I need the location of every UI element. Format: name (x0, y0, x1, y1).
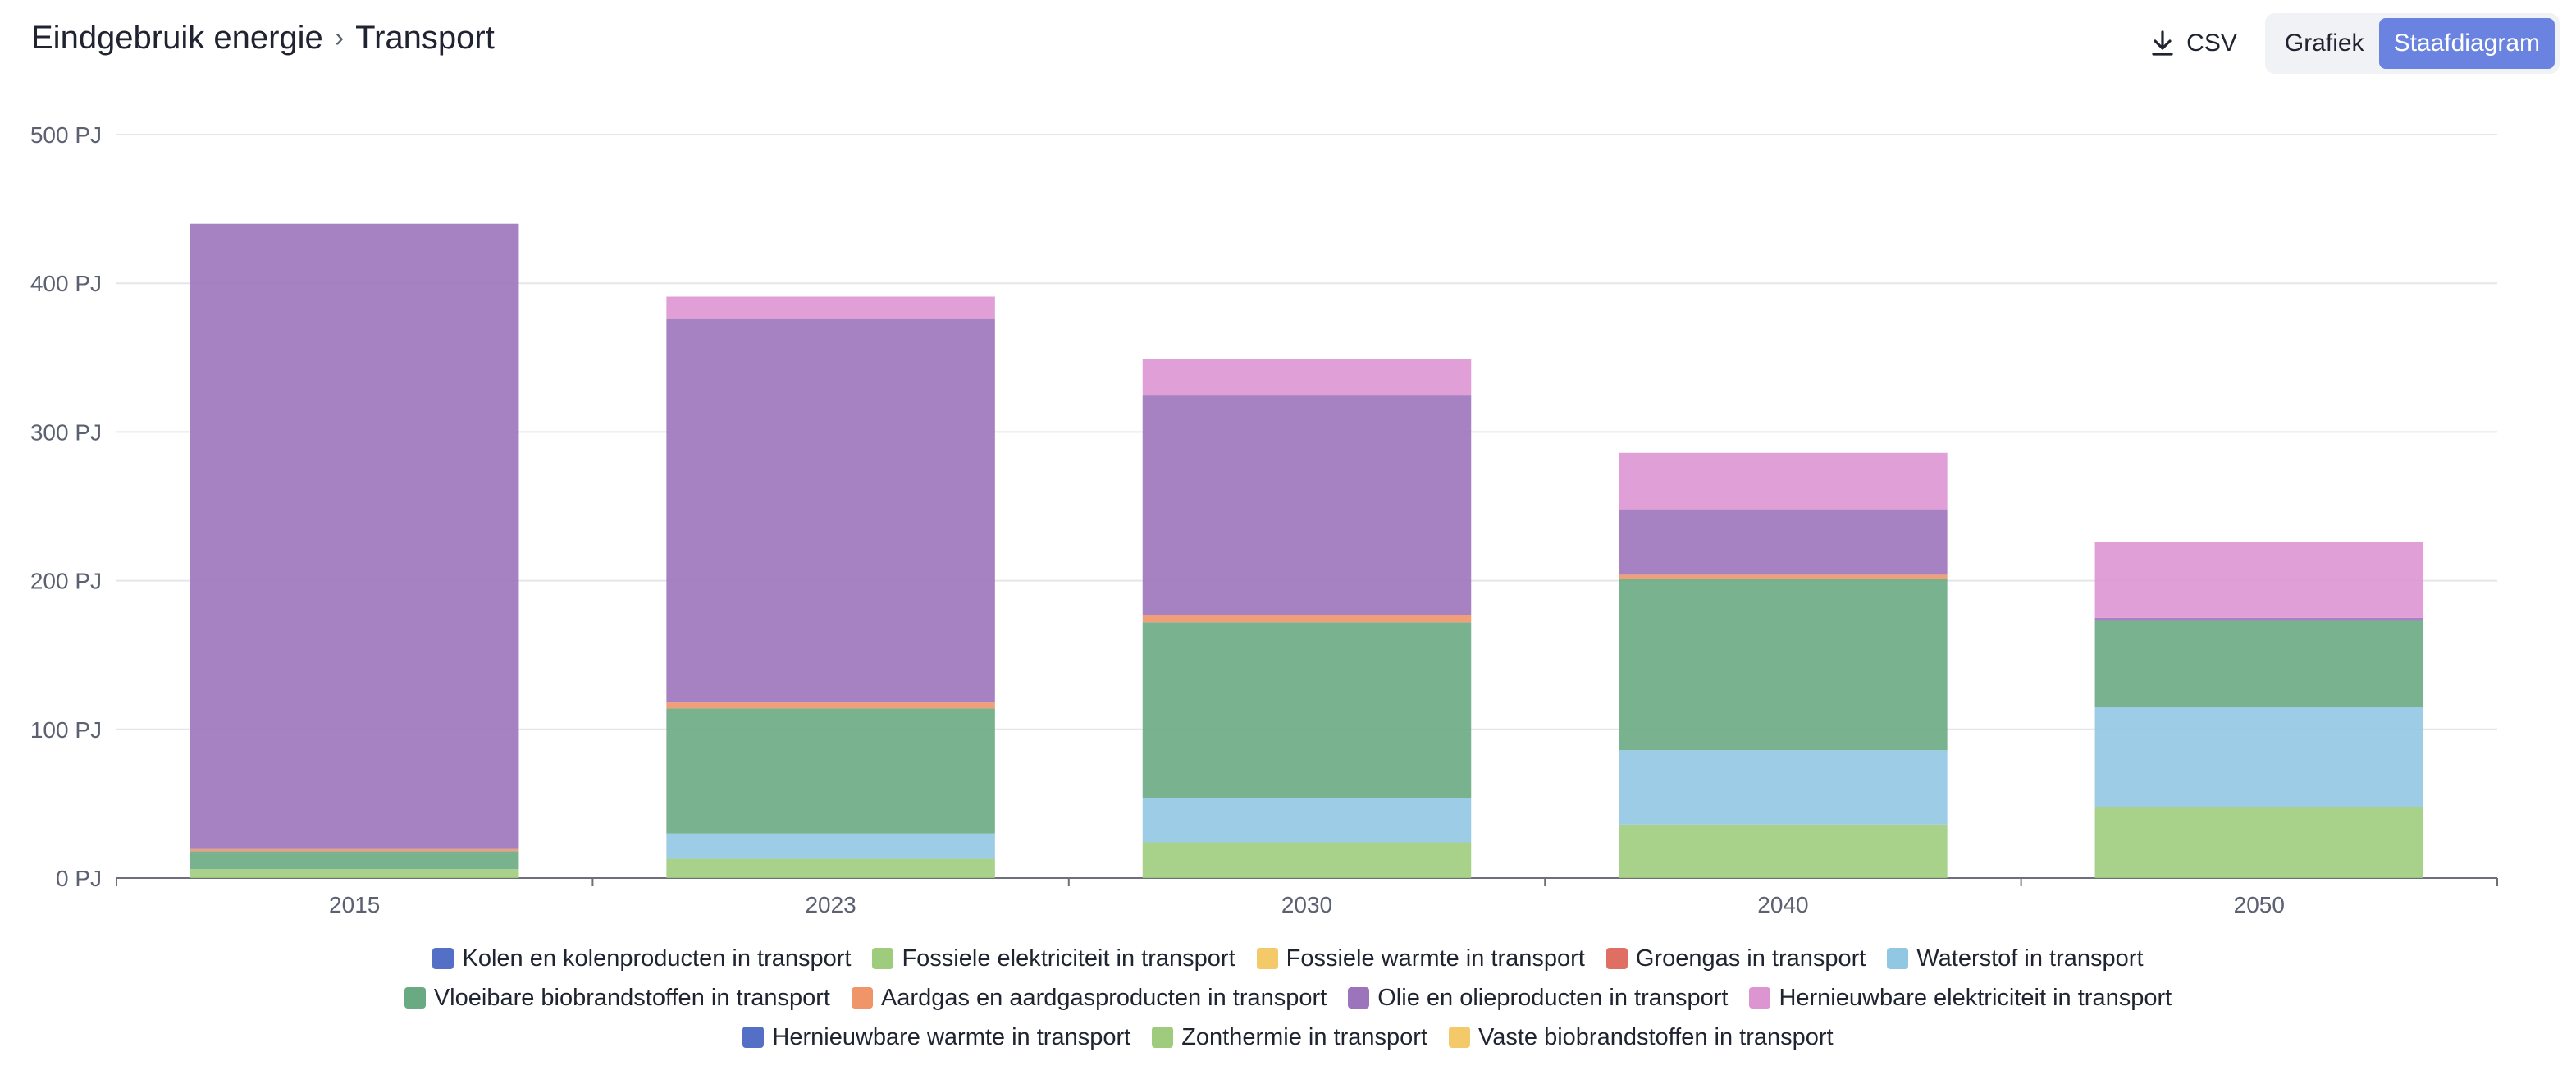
bar-segment (1142, 359, 1472, 396)
toggle-staafdiagram-button[interactable]: Staafdiagram (2378, 18, 2555, 69)
legend-item[interactable]: Vloeibare biobrandstoffen in transport (404, 985, 830, 1012)
bar-segment (1619, 579, 1948, 751)
chevron-right-icon: › (334, 21, 345, 53)
bar-segment (1142, 615, 1472, 623)
legend-row: Kolen en kolenproducten in transport Foss… (0, 939, 2576, 978)
csv-download-button[interactable]: CSV (2150, 30, 2237, 57)
toggle-grafiek-button[interactable]: Grafiek (2284, 30, 2364, 57)
y-tick-label: 200 PJ (30, 569, 102, 594)
legend-label: Olie en olieproducten in transport (1377, 984, 1729, 1011)
y-tick-label: 400 PJ (30, 271, 102, 296)
y-tick-label: 0 PJ (56, 866, 102, 891)
bar-segment (1619, 452, 1948, 510)
bar-segment (1619, 824, 1948, 878)
legend-label: Vloeibare biobrandstoffen in transport (433, 984, 830, 1011)
legend-item[interactable]: Fossiele warmte in transport (1256, 945, 1585, 972)
bar-segment (666, 708, 995, 834)
bar-segment (2094, 707, 2424, 807)
bar-segment (666, 296, 995, 319)
bar-segment (666, 833, 995, 859)
legend-label: Vaste biobrandstoffen in transport (1478, 1023, 1834, 1050)
legend-item[interactable]: Hernieuwbare elektriciteit in transport (1749, 985, 2172, 1012)
chart-actions: CSV Grafiek Staafdiagram (2150, 13, 2560, 74)
legend-label: Zonthermie in transport (1181, 1023, 1428, 1050)
view-toggle: Grafiek Staafdiagram (2264, 13, 2560, 74)
legend-item[interactable]: Zonthermie in transport (1152, 1024, 1427, 1051)
legend-item[interactable]: Hernieuwbare warmte in transport (742, 1024, 1130, 1051)
legend-swatch (1749, 987, 1771, 1009)
legend-row: Vloeibare biobrandstoffen in transport Aa… (0, 978, 2576, 1018)
legend-swatch (742, 1027, 765, 1048)
bar-segment (1142, 622, 1472, 798)
x-tick-label: 2050 (2234, 892, 2285, 917)
legend-label: Waterstof in transport (1916, 945, 2144, 972)
bar-segment (190, 848, 519, 852)
x-tick-label: 2023 (805, 892, 856, 917)
bar-segment (666, 702, 995, 709)
y-tick-label: 100 PJ (30, 717, 102, 743)
page-title: Transport (355, 19, 495, 56)
bar-segment (1619, 509, 1948, 575)
legend-swatch (1256, 948, 1278, 969)
legend-item[interactable]: Waterstof in transport (1887, 945, 2144, 972)
legend-swatch (1887, 948, 1909, 969)
bar-segment (190, 869, 519, 878)
x-tick-label: 2030 (1281, 892, 1332, 917)
legend-label: Hernieuwbare elektriciteit in transport (1779, 984, 2172, 1011)
legend-item[interactable]: Fossiele elektriciteit in transport (872, 945, 1235, 972)
chart-legend: Kolen en kolenproducten in transport Foss… (0, 939, 2576, 1057)
legend-swatch (872, 948, 894, 969)
legend-item[interactable]: Groengas in transport (1605, 945, 1866, 972)
legend-label: Fossiele elektriciteit in transport (902, 945, 1235, 972)
stacked-bar-chart: 0 PJ 100 PJ 200 PJ 300 PJ 400 PJ 500 PJ 2015 20… (30, 122, 2498, 917)
bar-segment (190, 851, 519, 870)
legend-swatch (1152, 1027, 1174, 1048)
bar-segment (1619, 574, 1948, 579)
x-tick-label: 2015 (329, 892, 380, 917)
bar-segment (666, 318, 995, 703)
bar-segment (1142, 395, 1472, 615)
y-tick-label: 300 PJ (30, 419, 102, 445)
bar-segment (190, 223, 519, 849)
legend-swatch (404, 987, 426, 1009)
breadcrumb: Eindgebruik energie › Transport (31, 15, 495, 61)
bar-segment (2094, 620, 2424, 707)
legend-swatch (851, 987, 873, 1009)
csv-label: CSV (2186, 30, 2237, 57)
bar-segment (1142, 798, 1472, 843)
x-tick-label: 2040 (1757, 892, 1808, 917)
legend-item[interactable]: Vaste biobrandstoffen in transport (1449, 1024, 1834, 1051)
legend-swatch (1449, 1027, 1471, 1048)
legend-swatch (1348, 987, 1370, 1009)
legend-label: Groengas in transport (1635, 945, 1866, 972)
breadcrumb-parent[interactable]: Eindgebruik energie (31, 19, 323, 56)
legend-label: Fossiele warmte in transport (1286, 945, 1585, 972)
y-tick-label: 500 PJ (30, 122, 102, 148)
legend-item[interactable]: Kolen en kolenproducten in transport (432, 945, 851, 972)
legend-label: Hernieuwbare warmte in transport (772, 1023, 1131, 1050)
bar-segment (2094, 542, 2424, 618)
download-icon (2152, 30, 2173, 56)
legend-swatch (1605, 948, 1628, 969)
legend-label: Kolen en kolenproducten in transport (462, 945, 852, 972)
bar-segment (2094, 617, 2424, 621)
bar-segment (666, 858, 995, 878)
legend-item[interactable]: Olie en olieproducten in transport (1348, 985, 1728, 1012)
bar-segment (1619, 750, 1948, 825)
legend-label: Aardgas en aardgasproducten in transport (880, 984, 1327, 1011)
bar-segment (1142, 842, 1472, 878)
legend-swatch (432, 948, 454, 969)
bar-segment (2094, 807, 2424, 878)
legend-row: Hernieuwbare warmte in transport Zontherm… (0, 1018, 2576, 1057)
legend-item[interactable]: Aardgas en aardgasproducten in transport (851, 984, 1327, 1012)
